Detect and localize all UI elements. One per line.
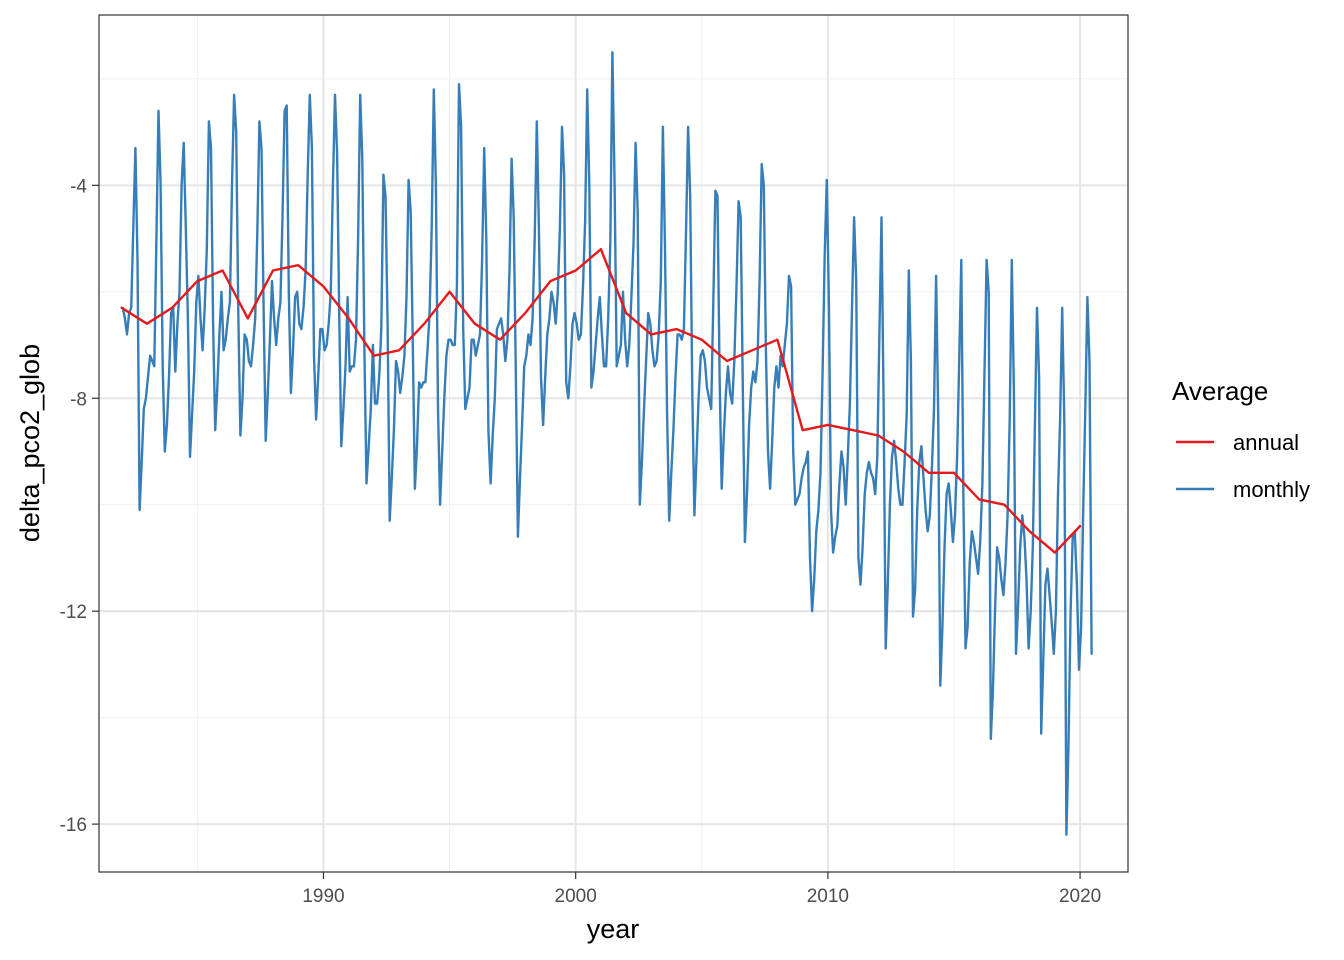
series-layer <box>120 51 1093 836</box>
major-gridlines <box>99 15 1128 872</box>
series-line-monthly <box>121 51 1093 836</box>
legend-label-monthly: monthly <box>1233 477 1310 502</box>
x-axis-title: year <box>587 914 640 944</box>
y-tick-label: -4 <box>70 176 87 197</box>
x-tick-label: 1990 <box>302 886 344 907</box>
x-tick-label: 2000 <box>555 886 597 907</box>
series-line-annual <box>120 247 1082 554</box>
x-tick-label: 2010 <box>807 886 849 907</box>
x-tick-label: 2020 <box>1059 886 1101 907</box>
y-tick-label: -12 <box>60 602 87 623</box>
y-tick-label: -16 <box>60 815 87 836</box>
plot-panel-border <box>98 14 1129 873</box>
legend-title: Average <box>1172 376 1268 406</box>
x-axis: 1990 2000 2010 2020 <box>302 872 1101 907</box>
y-axis: -4 -8 -12 -16 <box>60 176 99 836</box>
y-axis-title: delta_pco2_glob <box>15 344 45 542</box>
legend: Average annual monthly <box>1172 376 1310 502</box>
y-tick-label: -8 <box>70 389 87 410</box>
legend-label-annual: annual <box>1233 430 1299 455</box>
